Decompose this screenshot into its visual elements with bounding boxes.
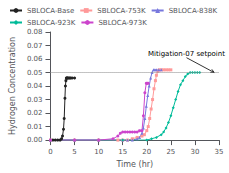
svg-text:SBLOCA-973K: SBLOCA-973K [98,19,147,27]
svg-text:0.01: 0.01 [27,123,43,131]
svg-text:SBLOCA-838K: SBLOCA-838K [169,7,218,15]
svg-text:0.05: 0.05 [27,69,43,77]
svg-text:15: 15 [118,148,127,156]
svg-text:10: 10 [94,148,103,156]
svg-text:0: 0 [48,148,52,156]
svg-text:SBLOCA-923K: SBLOCA-923K [27,19,76,27]
svg-text:0.07: 0.07 [27,42,43,50]
svg-text:0.00: 0.00 [27,136,43,144]
svg-text:SBLOCA-753K: SBLOCA-753K [97,7,146,15]
svg-text:Hydrogen Concentration: Hydrogen Concentration [8,37,17,135]
svg-text:Time (hr): Time (hr) [115,160,153,169]
svg-text:5: 5 [72,148,76,156]
svg-text:0.04: 0.04 [27,82,43,90]
svg-text:0.06: 0.06 [27,55,43,63]
svg-text:25: 25 [166,148,175,156]
svg-text:35: 35 [215,148,224,156]
svg-text:0.08: 0.08 [27,28,43,36]
svg-text:0.02: 0.02 [27,109,43,117]
svg-text:SBLOCA-Base: SBLOCA-Base [27,7,74,15]
svg-text:0.03: 0.03 [27,96,43,104]
svg-text:20: 20 [142,148,151,156]
svg-text:30: 30 [190,148,199,156]
svg-text:Mitigation-07 setpoint: Mitigation-07 setpoint [148,50,225,58]
